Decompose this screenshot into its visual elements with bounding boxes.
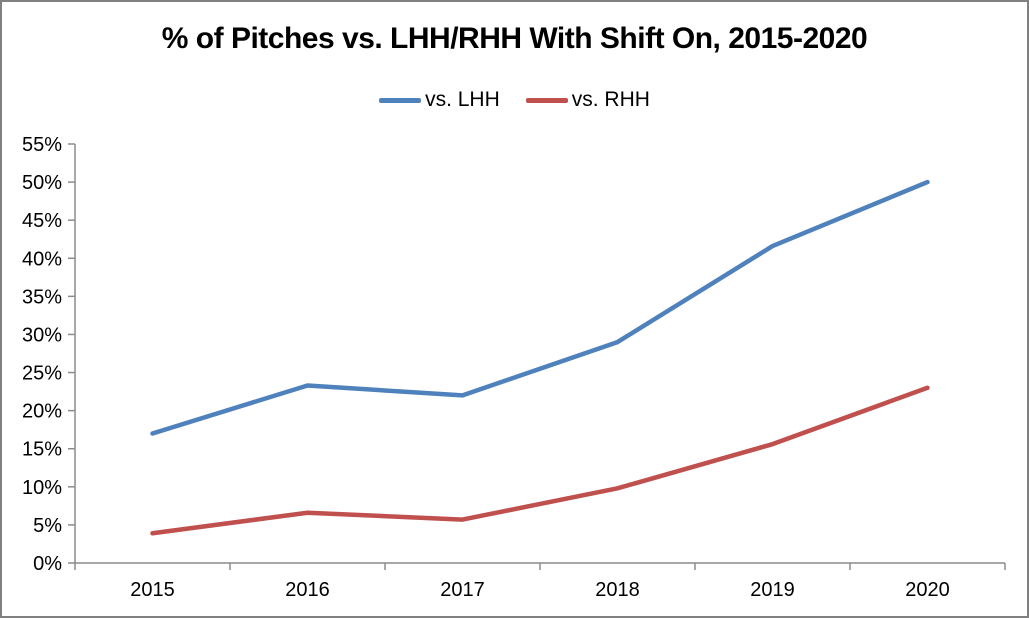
- chart-title: % of Pitches vs. LHH/RHH With Shift On, …: [161, 22, 868, 55]
- lhh-line-swatch-icon: [379, 97, 422, 103]
- x-tick-label: 2019: [750, 579, 795, 601]
- series-line-vs-lhh: [150, 179, 930, 436]
- y-tick-label: 25%: [22, 363, 62, 385]
- legend-label-vs-rhh: vs. RHH: [571, 88, 650, 111]
- legend-item-vs-rhh: vs. RHH: [525, 88, 650, 112]
- legend-label-vs-lhh: vs. LHH: [425, 88, 500, 111]
- rhh-line-swatch-icon: [525, 97, 568, 103]
- y-tick-label: 35%: [22, 286, 62, 308]
- x-tick-label: 2020: [905, 579, 950, 601]
- x-tick-label: 2017: [440, 579, 485, 601]
- y-tick-label: 15%: [22, 439, 62, 461]
- y-tick-label: 20%: [22, 401, 62, 423]
- y-tick-label: 5%: [33, 515, 62, 537]
- y-tick-label: 0%: [33, 553, 62, 575]
- x-tick-label: 2015: [130, 579, 175, 601]
- x-tick-label: 2016: [285, 579, 330, 601]
- y-tick-label: 30%: [22, 324, 62, 346]
- y-tick-label: 45%: [22, 210, 62, 232]
- series-line-vs-rhh: [150, 385, 930, 536]
- legend-item-vs-lhh: vs. LHH: [379, 88, 500, 112]
- y-tick-label: 50%: [22, 172, 62, 194]
- y-tick-label: 10%: [22, 477, 62, 499]
- chart-legend: vs. LHH vs. RHH: [2, 88, 1027, 112]
- x-tick-label: 2018: [595, 579, 640, 601]
- y-tick-label: 55%: [22, 134, 62, 156]
- y-tick-label: 40%: [22, 248, 62, 270]
